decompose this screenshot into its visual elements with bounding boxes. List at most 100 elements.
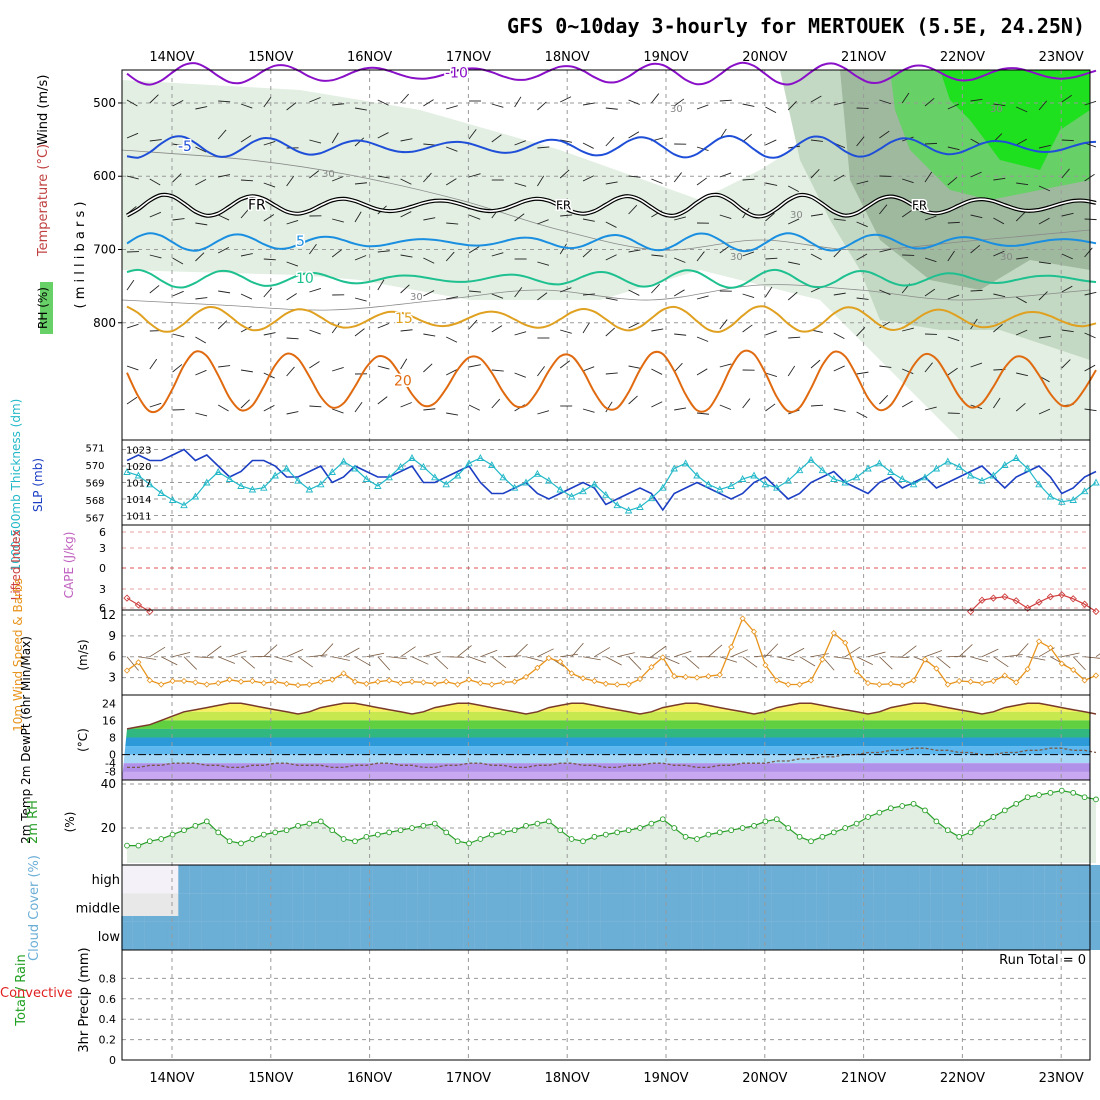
- cloud-low-bar: [736, 921, 749, 950]
- date-label-bottom: 19NOV: [643, 1071, 688, 1086]
- wind-speed-point: [773, 677, 780, 684]
- cloud-high-bar: [303, 865, 316, 894]
- wind-speed-point: [1092, 672, 1100, 679]
- date-label-bottom: 16NOV: [347, 1071, 392, 1086]
- rh2m-point: [477, 836, 484, 842]
- wind-barb: [1038, 335, 1051, 339]
- wind-speed-point: [978, 680, 986, 687]
- rh-contour-label: 30: [730, 252, 743, 263]
- wind-barb: [970, 98, 983, 102]
- wind-barb-10m: [309, 654, 328, 658]
- wind-barb-10m: [286, 649, 304, 658]
- cloud-high-bar: [839, 865, 851, 894]
- cloud-high-bar: [885, 865, 897, 894]
- cloud-middle-bar: [873, 893, 886, 922]
- wind-barb: [856, 371, 869, 375]
- wind-barb: [149, 94, 159, 104]
- cloud-low-bar: [554, 921, 566, 950]
- isotherm-5: [126, 232, 1097, 253]
- wind-barb: [172, 290, 184, 297]
- thickness-point: [1001, 461, 1009, 468]
- thickness-line: [126, 457, 1097, 512]
- slp-tick-label: 1014: [126, 495, 151, 506]
- cloud-low-bar: [759, 921, 772, 950]
- wind-barb: [1061, 212, 1074, 217]
- thickness-point: [1035, 480, 1043, 488]
- wind-barb-10m: [947, 655, 966, 658]
- rh2m-point: [534, 820, 541, 827]
- wind-barb: [559, 169, 570, 179]
- wind-speed-point: [648, 664, 655, 671]
- cloud-low-bar: [189, 921, 202, 950]
- rh2m-point: [751, 822, 757, 829]
- axis-labels: 14NOV 14NOV 15NOV 15NOV 16NOV 16NOV 17NOV 17NOV…: [0, 50, 1086, 1086]
- thickness-point: [282, 464, 291, 472]
- wind-barb: [993, 397, 1001, 409]
- thickness-point: [465, 459, 473, 467]
- rh2m-point: [785, 825, 792, 831]
- wind-barb: [582, 102, 595, 106]
- wind-barb: [993, 323, 1003, 333]
- rh2m-point: [454, 838, 461, 845]
- date-label-top: 20NOV: [742, 50, 787, 65]
- rh2m-axis-label: 2m RH: [26, 800, 41, 844]
- thickness-point: [180, 501, 188, 509]
- cloud-middle-bar: [600, 893, 612, 922]
- wind-barb-10m: [799, 656, 816, 667]
- cloud-high-bar: [394, 865, 407, 894]
- cloud-middle-bar: [976, 893, 988, 922]
- wind-barb: [1038, 291, 1048, 301]
- cloud-high-bar: [497, 865, 509, 894]
- wind10-axis-label: 10m Wind Speed & Barbs: [11, 578, 25, 732]
- cloud-low-bar: [326, 921, 338, 950]
- temp-units-label: (°C): [76, 728, 90, 752]
- cloud-middle-bar: [953, 893, 965, 922]
- wind-barb: [468, 173, 481, 178]
- wind-barb: [879, 204, 888, 215]
- rh2m-point: [317, 818, 324, 825]
- cloud-high-bar: [588, 865, 601, 894]
- wind-barb: [446, 222, 459, 225]
- cloud-middle-bar: [987, 893, 1000, 922]
- cloud-middle-bar: [497, 893, 509, 922]
- wind-barb: [377, 365, 390, 370]
- cloud-high-bar: [999, 865, 1011, 894]
- cloud-low-bar: [782, 921, 794, 950]
- wind-barb: [1061, 168, 1070, 179]
- wind-speed-point: [272, 678, 279, 685]
- wind-barb: [149, 402, 162, 408]
- thickness-point: [134, 471, 143, 479]
- wind-barb: [560, 96, 572, 103]
- wind-barb-10m: [742, 656, 758, 668]
- wind-speed-point: [1058, 660, 1065, 667]
- cloud-low-bar: [850, 921, 863, 950]
- cloud-middle-bar: [1090, 893, 1100, 922]
- wind-barb: [1084, 408, 1097, 412]
- wind-barb: [172, 257, 184, 265]
- wind-barb: [309, 288, 322, 293]
- rh2m-point: [420, 822, 427, 829]
- wind-speed-point: [693, 674, 701, 681]
- wind-barb-10m: [879, 656, 893, 670]
- rh2m-point: [762, 818, 769, 825]
- thickness-point: [944, 457, 952, 465]
- wind-barb: [377, 279, 385, 291]
- wind-barb-10m: [958, 644, 973, 658]
- wind-barb: [833, 408, 846, 412]
- wind-barb-10m: [1015, 643, 1029, 657]
- rh2m-point: [933, 818, 940, 825]
- slp-tick-label: 1017: [126, 479, 151, 490]
- cloud-high-bar: [406, 865, 418, 894]
- wind-barb: [810, 95, 822, 103]
- cloud-low-bar: [793, 921, 806, 950]
- lifted-axis-label: Lifted Index: [9, 530, 23, 601]
- wind-barb: [719, 214, 732, 219]
- pressure-tick-label: 800: [93, 316, 116, 330]
- rh2m-point: [1070, 789, 1077, 796]
- wind-barb: [491, 398, 501, 409]
- cloud-axis-label: Cloud Cover (%): [27, 855, 42, 961]
- wind-barb: [765, 212, 775, 222]
- cloud-high-bar: [554, 865, 566, 894]
- wind-barb-10m: [263, 644, 278, 658]
- cloud-middle-bar: [759, 893, 772, 922]
